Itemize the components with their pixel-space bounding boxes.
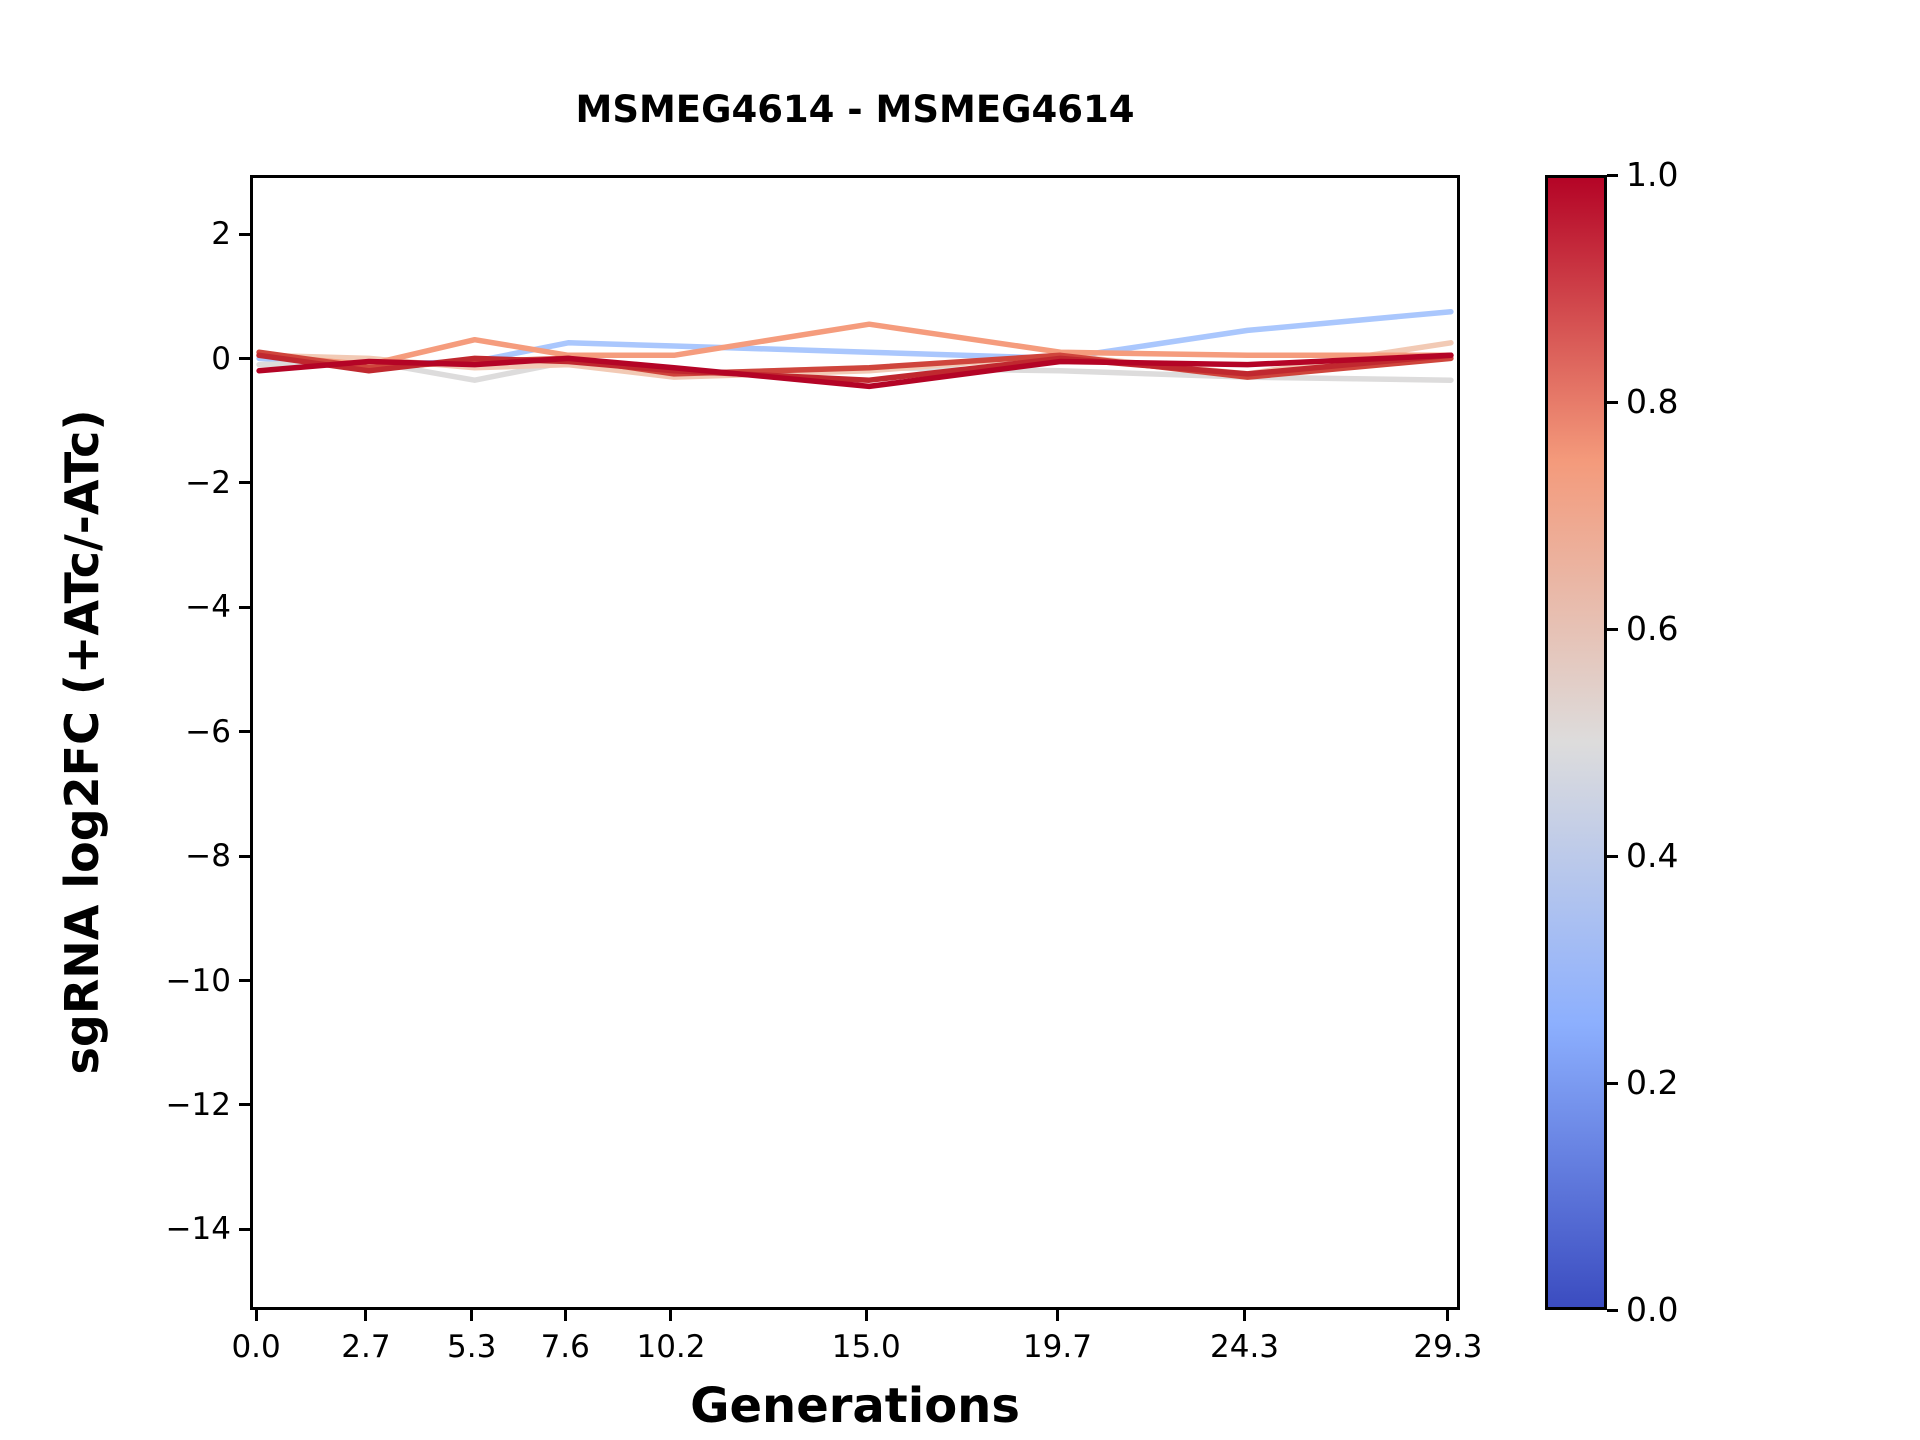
x-tick-mark — [563, 1310, 567, 1321]
x-tick-label: 0.0 — [231, 1329, 281, 1365]
y-tick-label: −2 — [185, 464, 231, 501]
plot-lines-svg — [256, 308, 1454, 390]
colorbar-tick-mark — [1607, 173, 1618, 177]
x-tick-mark — [1055, 1310, 1059, 1321]
colorbar-tick-label: 1.0 — [1626, 155, 1679, 194]
y-tick-mark — [239, 730, 250, 734]
colorbar-tick-mark — [1607, 1081, 1618, 1085]
x-tick-label: 29.3 — [1413, 1329, 1483, 1365]
colorbar-tick-mark — [1607, 400, 1618, 404]
y-tick-label: 2 — [211, 216, 231, 253]
x-tick-mark — [364, 1310, 368, 1321]
colorbar-tick-label: 0.4 — [1626, 836, 1679, 875]
series-line-6 — [256, 352, 1454, 383]
y-tick-label: 0 — [211, 340, 231, 377]
y-tick-mark — [239, 979, 250, 983]
y-tick-label: −14 — [165, 1211, 231, 1248]
y-tick-mark — [239, 605, 250, 609]
x-tick-label: 5.3 — [447, 1329, 497, 1365]
x-tick-label: 10.2 — [636, 1329, 706, 1365]
x-tick-mark — [669, 1310, 673, 1321]
colorbar — [1545, 175, 1607, 1310]
y-tick-mark — [239, 481, 250, 485]
colorbar-tick-mark — [1607, 627, 1618, 631]
chart-title: MSMEG4614 - MSMEG4614 — [575, 88, 1135, 131]
y-tick-label: −8 — [185, 838, 231, 875]
y-tick-mark — [239, 1103, 250, 1107]
y-tick-label: −12 — [165, 1086, 231, 1123]
y-tick-label: −10 — [165, 962, 231, 999]
x-tick-label: 24.3 — [1210, 1329, 1280, 1365]
colorbar-tick-label: 0.6 — [1626, 609, 1679, 648]
x-axis-label: Generations — [690, 1378, 1020, 1434]
plot-area — [250, 175, 1460, 1310]
x-tick-mark — [864, 1310, 868, 1321]
y-tick-mark — [239, 232, 250, 236]
x-tick-mark — [254, 1310, 258, 1321]
y-tick-label: −6 — [185, 713, 231, 750]
colorbar-tick-label: 0.2 — [1626, 1063, 1679, 1102]
x-tick-mark — [470, 1310, 474, 1321]
x-tick-mark — [1446, 1310, 1450, 1321]
series-line-7 — [256, 352, 1454, 390]
x-tick-mark — [1243, 1310, 1247, 1321]
x-tick-label: 15.0 — [831, 1329, 901, 1365]
colorbar-tick-label: 0.8 — [1626, 382, 1679, 421]
series-line-4 — [256, 321, 1454, 368]
x-tick-label: 7.6 — [540, 1329, 590, 1365]
y-tick-label: −4 — [185, 589, 231, 626]
x-tick-label: 19.7 — [1022, 1329, 1092, 1365]
y-tick-mark — [239, 357, 250, 360]
y-axis-label: sgRNA log2FC (+ATc/-ATc) — [55, 409, 109, 1075]
colorbar-tick-label: 0.0 — [1626, 1290, 1679, 1329]
y-tick-mark — [239, 854, 250, 858]
colorbar-tick-mark — [1607, 854, 1618, 858]
x-tick-label: 2.7 — [341, 1329, 391, 1365]
colorbar-tick-mark — [1607, 1308, 1618, 1312]
y-tick-mark — [239, 1227, 250, 1231]
